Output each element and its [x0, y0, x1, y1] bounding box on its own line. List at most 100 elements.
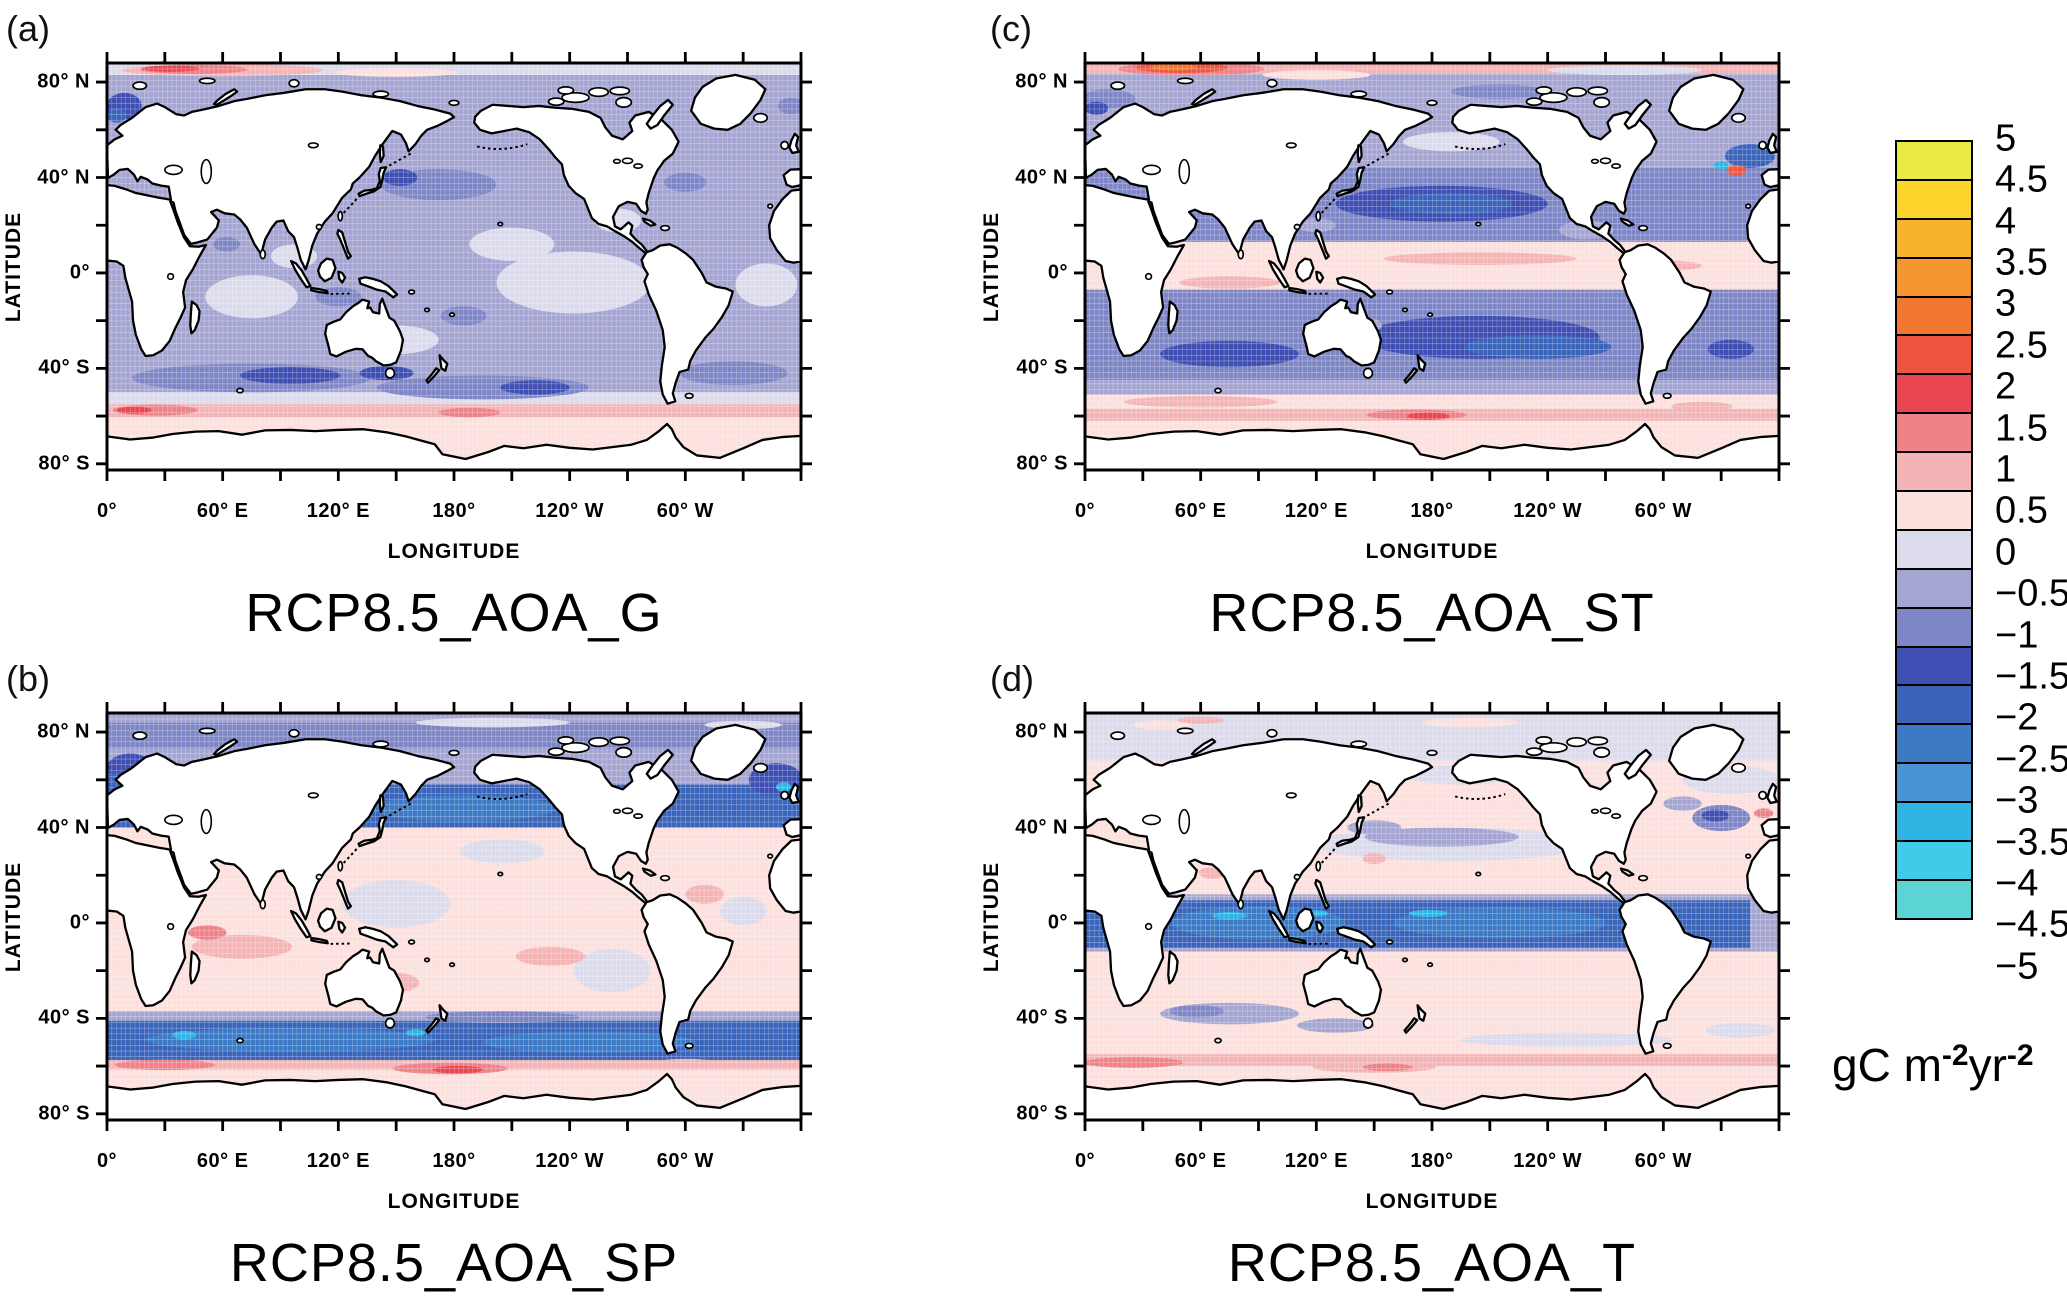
x-tick-label: 60° W: [1634, 1150, 1692, 1172]
colorbar-cell: [1895, 373, 1973, 415]
landmass-java: [1289, 938, 1305, 943]
landmass-antarctica: [107, 424, 801, 470]
axis-ticks: [1074, 52, 1790, 481]
units-mid: yr: [1968, 1039, 2007, 1091]
land-layer: [107, 725, 801, 1120]
colorbar-tick-label: −1.5: [1995, 655, 2067, 698]
y-tick-label: 40° N: [1015, 816, 1068, 838]
y-tick-label: 0°: [1047, 911, 1068, 934]
colorbar-tick-label: 1: [1995, 448, 2017, 491]
panel-a-title: RCP8.5_AOA_G: [245, 583, 663, 643]
axis-ticks: [96, 702, 812, 1131]
axis-ticks: [96, 52, 812, 481]
x-tick-label: 0°: [1074, 1150, 1096, 1172]
landmass-americas: [1452, 105, 1711, 404]
colorbar-tick-label: 2: [1995, 365, 2017, 408]
y-tick-label: 40° N: [37, 816, 90, 838]
panel-a-map: 80° N 40° N 0° 40° S 80° S 0° 60° E 120° E 180° 1…: [2, 63, 801, 643]
landmass-sulawesi: [1316, 922, 1323, 933]
colorbar-cell: [1895, 801, 1973, 843]
landmass-borneo: [1296, 909, 1313, 932]
landmass-novaya: [1192, 89, 1215, 105]
x-tick-label: 120° W: [535, 500, 605, 522]
x-tick-label: 60° E: [196, 1150, 249, 1172]
landmass-novaya: [1192, 739, 1215, 755]
colorbar-cell: [1895, 878, 1973, 921]
landmass-sakhalin: [1358, 795, 1362, 812]
units-prefix: gC m: [1832, 1039, 1942, 1091]
x-tick-label: 120° E: [1284, 500, 1348, 522]
y-tick-label: 80° S: [1016, 452, 1068, 475]
colorbar-tick-label: 0: [1995, 531, 2017, 574]
colorbar: 5 4.5 4 3.5 3 2.5 2 1.5 1 0.5 0 −0.5 −1 −1.5 −2 −2.5 −3−…: [1895, 117, 2067, 987]
landmass-sulawesi: [1316, 272, 1323, 283]
landmass-australia: [325, 299, 403, 366]
landmass-baffin: [647, 100, 673, 129]
y-tick-label: 40° N: [1015, 166, 1068, 188]
panel-d-title: RCP8.5_AOA_T: [1227, 1233, 1637, 1293]
colorbar-tick-label: −3: [1995, 779, 2039, 822]
landmass-australia: [325, 949, 403, 1016]
y-tick-label: 0°: [69, 261, 90, 284]
landmass-wafrica: [769, 189, 801, 262]
landmass-madagascar: [1168, 952, 1177, 984]
panel-d-letter: (d): [990, 658, 1034, 699]
x-tick-label: 60° E: [1174, 1150, 1227, 1172]
landmass-nz_south: [427, 368, 440, 382]
colorbar-cell: [1895, 140, 1973, 182]
landmass-sumatra: [1269, 911, 1288, 937]
landmass-wafrica: [1747, 189, 1779, 262]
landmass-uk: [789, 784, 798, 803]
landmass-sumatra: [291, 261, 310, 287]
x-tick-label: 180°: [432, 1150, 476, 1172]
x-tick-label: 60° W: [656, 500, 714, 522]
colorbar-tick-label: −4.5: [1995, 903, 2067, 946]
colorbar-cell: [1895, 567, 1973, 610]
axis-frame: [96, 702, 812, 1131]
landmass-sulawesi: [338, 272, 345, 283]
colorbar-tick-label: 4: [1995, 200, 2017, 243]
x-tick-label: 180°: [1410, 1150, 1454, 1172]
y-tick-label: 80° S: [1016, 1102, 1068, 1125]
world-map-svg-a: [107, 63, 801, 470]
landmass-philippines: [337, 230, 350, 259]
landmass-americas: [474, 755, 733, 1054]
panel-b-map: 80° N 40° N 0° 40° S 80° S 0° 60° E 120° E 180° 1…: [2, 713, 801, 1293]
landmass-sakhalin: [380, 795, 384, 812]
landmass-americas: [1452, 755, 1711, 1054]
colorbar-tick-label: 3: [1995, 282, 2017, 325]
landmass-cuba: [643, 219, 656, 226]
colorbar-cell: [1895, 490, 1973, 532]
y-tick-label: 40° N: [37, 166, 90, 188]
colorbar-tick-label: −0.5: [1995, 572, 2067, 615]
landmass-iberia: [784, 169, 801, 187]
colorbar-tick-label: 5: [1995, 117, 2017, 160]
landmass-japan: [359, 817, 387, 846]
landmass-nz_north: [440, 355, 448, 371]
landmass-australia: [1303, 299, 1381, 366]
landmass-novaya: [214, 739, 237, 755]
colorbar-units: gC m-2yr-2: [1832, 1038, 2034, 1092]
colorbar-tick-label: −4: [1995, 862, 2039, 905]
landmass-uk: [789, 134, 798, 153]
landmass-sumatra: [291, 911, 310, 937]
x-tick-label: 60° W: [656, 1150, 714, 1172]
y-tick-label: 80° S: [38, 1102, 90, 1125]
landmass-nz_south: [1405, 368, 1418, 382]
y-axis-title: LATITUDE: [980, 861, 1003, 972]
colorbar-tick-label: −2.5: [1995, 738, 2067, 781]
land-layer: [107, 75, 801, 470]
landmass-philippines: [1315, 230, 1328, 259]
x-tick-label: 0°: [96, 500, 118, 522]
y-tick-label: 80° N: [37, 720, 90, 743]
landmass-uk: [1767, 784, 1776, 803]
landmass-novaya: [214, 89, 237, 105]
colorbar-cell: [1895, 334, 1973, 376]
colorbar-tick-label: 1.5: [1995, 407, 2048, 450]
landmass-newguinea: [359, 277, 397, 297]
landmass-greenland: [1669, 725, 1743, 780]
panel-a-letter: (a): [6, 8, 50, 49]
colorbar-cell: [1895, 840, 1973, 882]
panel-c-map: 80° N 40° N 0° 40° S 80° S 0° 60° E 120° E 180° 1…: [980, 63, 1779, 643]
y-tick-label: 40° S: [1016, 356, 1068, 379]
